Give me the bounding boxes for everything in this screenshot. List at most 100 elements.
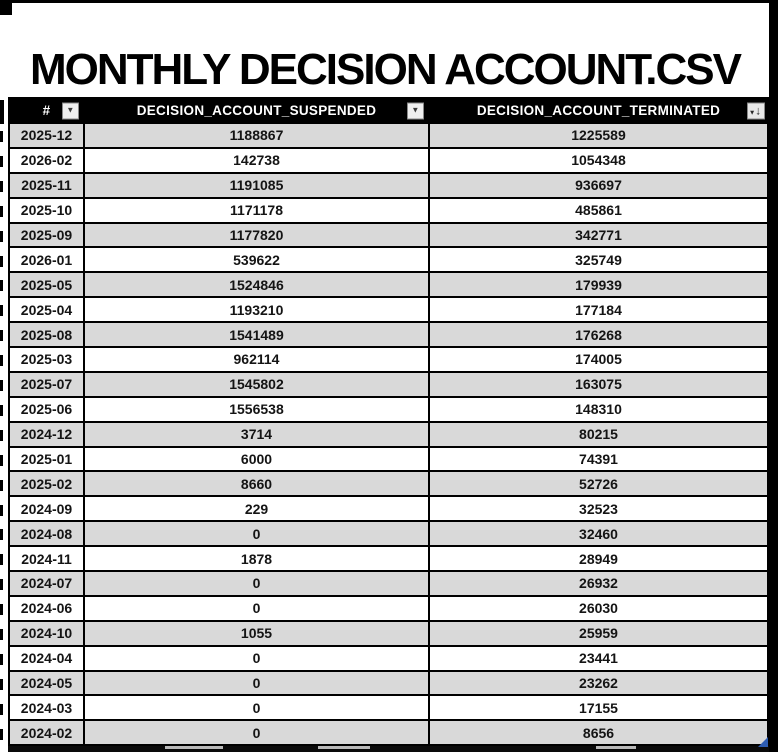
table-cell[interactable]: 26932 bbox=[430, 572, 767, 595]
table-cell[interactable]: 2024-08 bbox=[10, 522, 83, 546]
table-cell[interactable]: 148310 bbox=[430, 397, 767, 421]
table-cell[interactable]: 1171178 bbox=[85, 198, 428, 222]
cropped-left-column-artifact bbox=[0, 330, 3, 342]
table-cell[interactable]: 177184 bbox=[430, 298, 767, 322]
table-cell[interactable]: 1545802 bbox=[85, 372, 428, 396]
table-cell[interactable]: 32460 bbox=[430, 522, 767, 546]
table-cell[interactable]: 26030 bbox=[430, 596, 767, 620]
table-cell[interactable]: 142738 bbox=[85, 148, 428, 172]
table-cell[interactable]: 52726 bbox=[430, 472, 767, 496]
cutoff-text-fragment bbox=[596, 746, 636, 749]
sort-descending-icon[interactable]: ▾ ↓ bbox=[747, 102, 765, 119]
table-cell[interactable]: 2025-10 bbox=[10, 198, 83, 222]
table-row: 2024-06 0 26030 bbox=[10, 596, 767, 620]
cropped-left-column-artifact bbox=[0, 429, 3, 441]
table-cell[interactable]: 0 bbox=[85, 572, 428, 595]
table-cell[interactable]: 0 bbox=[85, 671, 428, 695]
table-cell[interactable]: 1191085 bbox=[85, 173, 428, 197]
filter-dropdown-icon[interactable]: ▼ bbox=[62, 102, 79, 119]
table-cell[interactable]: 936697 bbox=[430, 173, 767, 197]
table-cell[interactable]: 74391 bbox=[430, 447, 767, 471]
table-cell[interactable]: 6000 bbox=[85, 447, 428, 471]
table-cell[interactable]: 342771 bbox=[430, 223, 767, 247]
table-cell[interactable]: 2025-07 bbox=[10, 372, 83, 396]
table-cell[interactable]: 2025-05 bbox=[10, 273, 83, 297]
table-cell[interactable]: 0 bbox=[85, 721, 428, 745]
table-cell[interactable]: 23262 bbox=[430, 671, 767, 695]
table-cell[interactable]: 2024-07 bbox=[10, 572, 83, 595]
table-cell[interactable]: 485861 bbox=[430, 198, 767, 222]
table-cell[interactable]: 0 bbox=[85, 522, 428, 546]
table-cell[interactable]: 25959 bbox=[430, 621, 767, 645]
column-header-month-label: # bbox=[42, 103, 51, 118]
table-cell[interactable]: 3714 bbox=[85, 422, 428, 446]
cropped-left-column-artifact bbox=[0, 255, 3, 267]
data-table: # ▼ DECISION_ACCOUNT_SUSPENDED ▼ DECISIO… bbox=[8, 97, 769, 747]
column-header-month[interactable]: # ▼ bbox=[10, 99, 83, 122]
table-cell[interactable]: 1055 bbox=[85, 621, 428, 645]
table-cell[interactable]: 2024-06 bbox=[10, 596, 83, 620]
table-cell[interactable]: 2025-01 bbox=[10, 447, 83, 471]
table-cell[interactable]: 2024-05 bbox=[10, 671, 83, 695]
cropped-left-column-artifact bbox=[0, 579, 3, 591]
table-cell[interactable]: 0 bbox=[85, 696, 428, 720]
table-cell[interactable]: 0 bbox=[85, 646, 428, 670]
table-cell[interactable]: 1556538 bbox=[85, 397, 428, 421]
table-cell[interactable]: 179939 bbox=[430, 273, 767, 297]
table-cell[interactable]: 17155 bbox=[430, 696, 767, 720]
table-cell[interactable]: 1177820 bbox=[85, 223, 428, 247]
filter-dropdown-icon[interactable]: ▼ bbox=[407, 102, 424, 119]
table-cell[interactable]: 8656 bbox=[430, 721, 767, 745]
table-cell[interactable]: 2026-01 bbox=[10, 248, 83, 272]
table-cell[interactable]: 2025-06 bbox=[10, 397, 83, 421]
table-cell[interactable]: 174005 bbox=[430, 348, 767, 371]
table-cell[interactable]: 2024-02 bbox=[10, 721, 83, 745]
cropped-left-column-artifact bbox=[0, 728, 3, 740]
column-header-suspended[interactable]: DECISION_ACCOUNT_SUSPENDED ▼ bbox=[85, 99, 428, 122]
table-cell[interactable]: 0 bbox=[85, 596, 428, 620]
table-cell[interactable]: 1541489 bbox=[85, 323, 428, 347]
table-cell[interactable]: 1193210 bbox=[85, 298, 428, 322]
table-cell[interactable]: 28949 bbox=[430, 547, 767, 571]
table-cell[interactable]: 2026-02 bbox=[10, 148, 83, 172]
table-cell[interactable]: 1188867 bbox=[85, 124, 428, 147]
table-cell[interactable]: 2025-09 bbox=[10, 223, 83, 247]
cropped-left-column-artifact bbox=[0, 703, 3, 715]
table-cell[interactable]: 163075 bbox=[430, 372, 767, 396]
table-cell[interactable]: 2025-03 bbox=[10, 348, 83, 371]
cropped-left-column-artifact bbox=[0, 305, 3, 317]
column-header-terminated[interactable]: DECISION_ACCOUNT_TERMINATED ▾ ↓ bbox=[430, 99, 767, 122]
cropped-left-column-artifact bbox=[0, 205, 3, 217]
table-cell[interactable]: 962114 bbox=[85, 348, 428, 371]
table-cell[interactable]: 2024-04 bbox=[10, 646, 83, 670]
table-cell[interactable]: 2024-12 bbox=[10, 422, 83, 446]
right-edge-strip bbox=[769, 0, 778, 752]
table-cell[interactable]: 80215 bbox=[430, 422, 767, 446]
table-cell[interactable]: 2024-09 bbox=[10, 497, 83, 521]
table-cell[interactable]: 2024-11 bbox=[10, 547, 83, 571]
table-header-row: # ▼ DECISION_ACCOUNT_SUSPENDED ▼ DECISIO… bbox=[10, 99, 767, 122]
cropped-left-column-artifact bbox=[0, 380, 3, 391]
cropped-left-column-artifact bbox=[0, 479, 3, 491]
table-cell[interactable]: 32523 bbox=[430, 497, 767, 521]
table-row: 2024-04 0 23441 bbox=[10, 646, 767, 670]
cropped-left-column-artifact bbox=[0, 604, 3, 616]
table-cell[interactable]: 2025-11 bbox=[10, 173, 83, 197]
table-cell[interactable]: 23441 bbox=[430, 646, 767, 670]
table-cell[interactable]: 1225589 bbox=[430, 124, 767, 147]
table-cell[interactable]: 1524846 bbox=[85, 273, 428, 297]
table-cell[interactable]: 2024-03 bbox=[10, 696, 83, 720]
table-cell[interactable]: 2024-10 bbox=[10, 621, 83, 645]
table-cell[interactable]: 539622 bbox=[85, 248, 428, 272]
table-cell[interactable]: 229 bbox=[85, 497, 428, 521]
table-cell[interactable]: 1878 bbox=[85, 547, 428, 571]
table-cell[interactable]: 2025-12 bbox=[10, 124, 83, 147]
table-cell[interactable]: 2025-04 bbox=[10, 298, 83, 322]
table-row: 2024-12 3714 80215 bbox=[10, 422, 767, 446]
table-cell[interactable]: 325749 bbox=[430, 248, 767, 272]
table-cell[interactable]: 1054348 bbox=[430, 148, 767, 172]
table-cell[interactable]: 176268 bbox=[430, 323, 767, 347]
table-cell[interactable]: 8660 bbox=[85, 472, 428, 496]
table-cell[interactable]: 2025-02 bbox=[10, 472, 83, 496]
table-cell[interactable]: 2025-08 bbox=[10, 323, 83, 347]
